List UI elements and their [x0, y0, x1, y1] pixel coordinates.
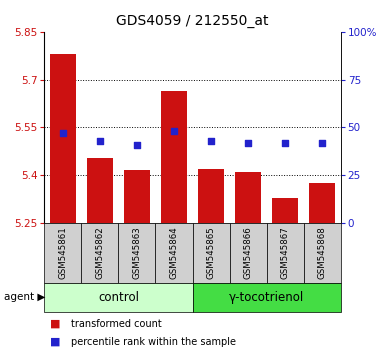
Text: GSM545862: GSM545862: [95, 227, 104, 280]
Bar: [81, 223, 119, 283]
Point: [97, 138, 103, 144]
Bar: [124, 170, 150, 223]
Bar: [267, 223, 304, 283]
Point: [208, 138, 214, 144]
Bar: [192, 283, 341, 312]
Bar: [156, 223, 192, 283]
Point: [134, 142, 140, 148]
Point: [60, 130, 66, 136]
Text: GSM545864: GSM545864: [169, 227, 179, 280]
Point: [171, 129, 177, 134]
Text: transformed count: transformed count: [71, 319, 162, 329]
Text: control: control: [98, 291, 139, 304]
Bar: [198, 169, 224, 223]
Bar: [119, 223, 156, 283]
Bar: [309, 183, 335, 223]
Bar: [44, 223, 81, 283]
Bar: [44, 283, 192, 312]
Text: ■: ■: [50, 319, 61, 329]
Title: GDS4059 / 212550_at: GDS4059 / 212550_at: [116, 14, 269, 28]
Text: ■: ■: [50, 337, 61, 347]
Bar: [161, 91, 187, 223]
Bar: [235, 172, 261, 223]
Bar: [87, 158, 113, 223]
Text: GSM545861: GSM545861: [58, 227, 67, 280]
Text: γ-tocotrienol: γ-tocotrienol: [229, 291, 304, 304]
Bar: [50, 54, 76, 223]
Point: [282, 140, 288, 145]
Text: GSM545867: GSM545867: [281, 227, 290, 280]
Bar: [229, 223, 266, 283]
Point: [319, 140, 325, 145]
Text: GSM545866: GSM545866: [244, 227, 253, 280]
Text: GSM545868: GSM545868: [318, 227, 327, 280]
Text: GSM545863: GSM545863: [132, 227, 141, 280]
Bar: [304, 223, 341, 283]
Bar: [272, 198, 298, 223]
Text: agent ▶: agent ▶: [4, 292, 45, 302]
Bar: [192, 223, 229, 283]
Point: [245, 140, 251, 145]
Text: GSM545865: GSM545865: [206, 227, 216, 280]
Text: percentile rank within the sample: percentile rank within the sample: [71, 337, 236, 347]
